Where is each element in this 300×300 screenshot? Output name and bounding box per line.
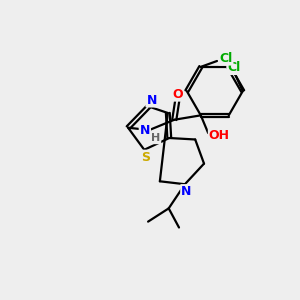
Text: O: O [172, 88, 182, 100]
Text: N: N [181, 185, 192, 198]
Text: S: S [141, 151, 150, 164]
Text: H: H [151, 133, 160, 143]
Text: Cl: Cl [219, 52, 232, 64]
Text: OH: OH [209, 129, 230, 142]
Text: N: N [146, 94, 157, 106]
Text: N: N [140, 124, 150, 137]
Text: Cl: Cl [227, 61, 241, 74]
